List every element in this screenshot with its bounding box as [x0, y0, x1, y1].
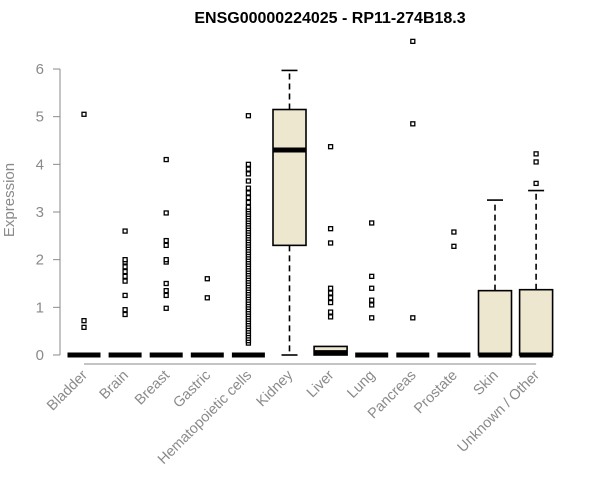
outlier-point	[245, 199, 252, 206]
outlier-point	[410, 121, 416, 127]
chart-title: ENSG00000224025 - RP11-274B18.3	[194, 10, 465, 27]
box-iqr	[518, 288, 554, 356]
outlier-point	[327, 295, 334, 301]
outlier-point	[369, 273, 375, 280]
outlier-point	[163, 210, 169, 216]
outlier-point	[327, 285, 334, 291]
outlier-point	[245, 161, 252, 167]
outlier-point	[122, 311, 128, 318]
outlier-point	[533, 180, 539, 187]
box-skin	[477, 199, 513, 358]
outlier-point	[533, 151, 539, 157]
box-pancreas	[396, 38, 430, 358]
outlier-point	[369, 302, 375, 308]
outlier-point	[245, 113, 252, 119]
outlier-point	[163, 305, 169, 311]
outlier-point	[204, 295, 210, 301]
outlier-point	[327, 240, 334, 246]
x-tick-label: Skin	[471, 368, 502, 399]
outlier-point	[81, 324, 87, 331]
outlier-point	[122, 278, 128, 284]
outlier-point	[245, 204, 252, 210]
outlier-point	[410, 38, 416, 45]
y-axis-label: Expression	[1, 163, 18, 237]
outlier-point	[369, 315, 375, 321]
box-iqr	[272, 108, 307, 247]
box-unknown-other	[518, 151, 554, 358]
outlier-point	[369, 220, 375, 226]
outlier-point	[204, 276, 210, 282]
outlier-point	[163, 156, 169, 163]
outlier-point	[327, 226, 334, 232]
outlier-point	[369, 285, 375, 291]
outlier-point	[122, 273, 128, 280]
box-lung	[355, 220, 389, 358]
plot-area	[67, 38, 554, 365]
outlier-point	[163, 292, 169, 299]
y-tick-label: 1	[36, 299, 44, 316]
box-gastric	[190, 276, 224, 358]
outlier-point	[163, 242, 169, 249]
outlier-point	[451, 243, 457, 249]
outlier-point	[163, 237, 169, 244]
box-breast	[149, 156, 183, 358]
y-axis: 0 1 2 3 4 5 6	[36, 61, 61, 364]
x-tick-label: Bladder	[44, 367, 91, 414]
outlier-point	[122, 307, 128, 313]
box-liver	[313, 144, 348, 356]
outlier-point	[122, 264, 128, 270]
outlier-point	[245, 178, 252, 184]
x-tick-label: Kidney	[254, 367, 297, 410]
x-tick-label: Brain	[97, 368, 132, 403]
outlier-point	[533, 159, 539, 165]
y-tick-label: 2	[36, 252, 44, 269]
y-tick-label: 6	[36, 61, 44, 78]
outlier-point	[451, 229, 457, 235]
outlier-point	[327, 290, 334, 296]
box-kidney	[272, 69, 307, 356]
outlier-point	[81, 318, 87, 324]
x-tick-label: Lung	[344, 368, 378, 402]
outlier-point	[122, 228, 128, 234]
box-iqr	[477, 289, 513, 356]
outlier-point	[122, 292, 128, 299]
outlier-point	[122, 268, 128, 275]
outlier-point	[369, 297, 375, 303]
outlier-point	[245, 166, 252, 172]
box-bladder	[67, 111, 101, 358]
y-tick-label: 4	[36, 156, 44, 173]
box-hematopoietic-cells	[231, 113, 265, 358]
y-tick-label: 5	[36, 109, 44, 126]
outlier-point	[327, 314, 334, 320]
outlier-point	[163, 280, 169, 287]
outlier-point	[81, 111, 87, 117]
outlier-point	[245, 185, 252, 191]
outlier-point	[327, 309, 334, 315]
outlier-point	[163, 287, 169, 294]
x-tick-label: Liver	[304, 367, 338, 401]
x-tick-label: Prostate	[411, 368, 460, 417]
outlier-point	[410, 315, 416, 321]
y-tick-label: 0	[36, 347, 44, 364]
outlier-point	[245, 195, 252, 201]
outlier-point	[327, 144, 334, 150]
outlier-point	[163, 257, 169, 263]
box-brain	[108, 228, 142, 358]
y-tick-label: 3	[36, 204, 44, 221]
box-prostate	[437, 229, 471, 358]
outlier-point	[245, 171, 252, 177]
outlier-point	[122, 257, 128, 263]
outlier-point	[327, 299, 334, 306]
outlier-point	[245, 190, 252, 196]
x-tick-label: Breast	[132, 368, 173, 409]
